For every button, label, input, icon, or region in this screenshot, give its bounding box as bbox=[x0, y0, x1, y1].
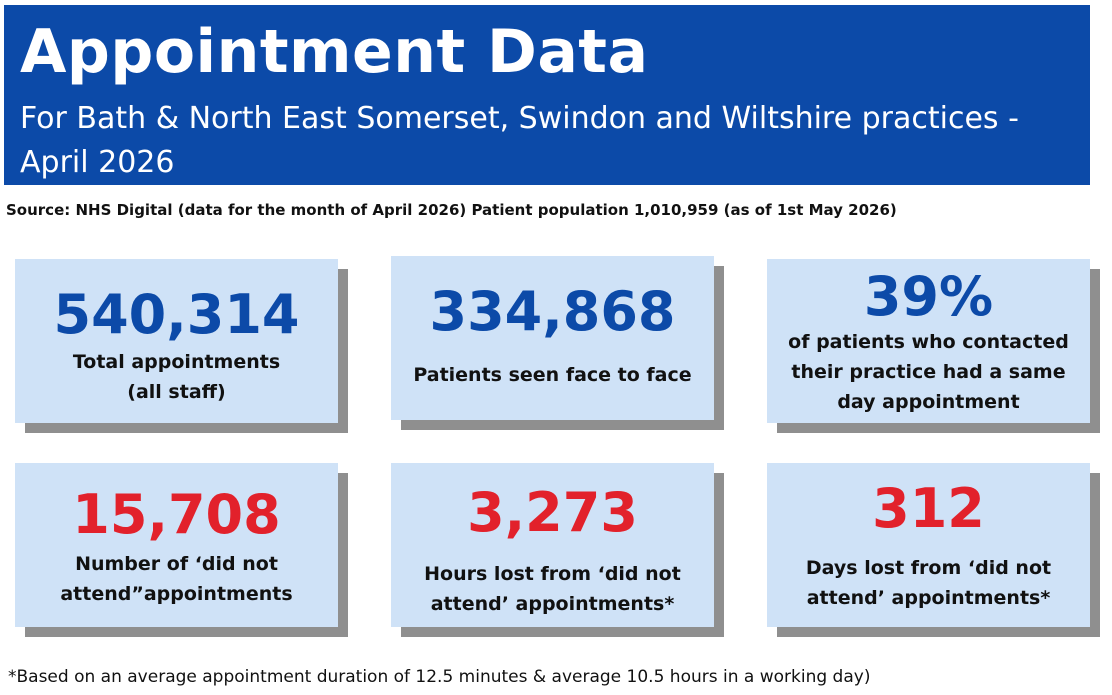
stat-card-same-day: 39% of patients who contacted their prac… bbox=[767, 259, 1090, 423]
footnote: *Based on an average appointment duratio… bbox=[8, 667, 871, 687]
stat-card-hours-lost: 3,273 Hours lost from ‘did not attend’ a… bbox=[391, 463, 714, 627]
stat-label-line: Number of ‘did not bbox=[75, 553, 278, 575]
stat-label-line: their practice had a same bbox=[791, 361, 1066, 383]
stat-value: 312 bbox=[872, 477, 985, 540]
stat-card-days-lost: 312 Days lost from ‘did not attend’ appo… bbox=[767, 463, 1090, 627]
stat-value: 15,708 bbox=[72, 483, 281, 546]
stat-label-line: Patients seen face to face bbox=[413, 364, 692, 386]
header-banner: Appointment Data For Bath & North East S… bbox=[4, 5, 1090, 185]
stat-card-face-to-face: 334,868 Patients seen face to face bbox=[391, 256, 714, 420]
stat-card-dna-count: 15,708 Number of ‘did not attend”appoint… bbox=[15, 463, 338, 627]
stat-value: 39% bbox=[863, 265, 994, 328]
stat-label-line: Days lost from ‘did not bbox=[805, 557, 1052, 579]
stat-label-line: attend’ appointments* bbox=[430, 593, 675, 615]
stat-label-line: (all staff) bbox=[127, 381, 226, 403]
stat-label-line: Hours lost from ‘did not bbox=[424, 563, 681, 585]
page-subtitle: For Bath & North East Somerset, Swindon … bbox=[20, 101, 1019, 180]
stat-value: 3,273 bbox=[467, 481, 638, 544]
stat-label-line: attend’ appointments* bbox=[806, 587, 1051, 609]
stat-value: 334,868 bbox=[429, 280, 676, 343]
stat-value: 540,314 bbox=[53, 283, 300, 346]
page-title: Appointment Data bbox=[20, 17, 649, 87]
stat-label-line: attend”appointments bbox=[60, 583, 293, 605]
source-line: Source: NHS Digital (data for the month … bbox=[6, 201, 897, 219]
stat-label-line: of patients who contacted bbox=[788, 331, 1069, 353]
stat-label-line: Total appointments bbox=[72, 351, 281, 373]
stat-card-total-appointments: 540,314 Total appointments (all staff) bbox=[15, 259, 338, 423]
stat-label-line: day appointment bbox=[837, 391, 1020, 413]
